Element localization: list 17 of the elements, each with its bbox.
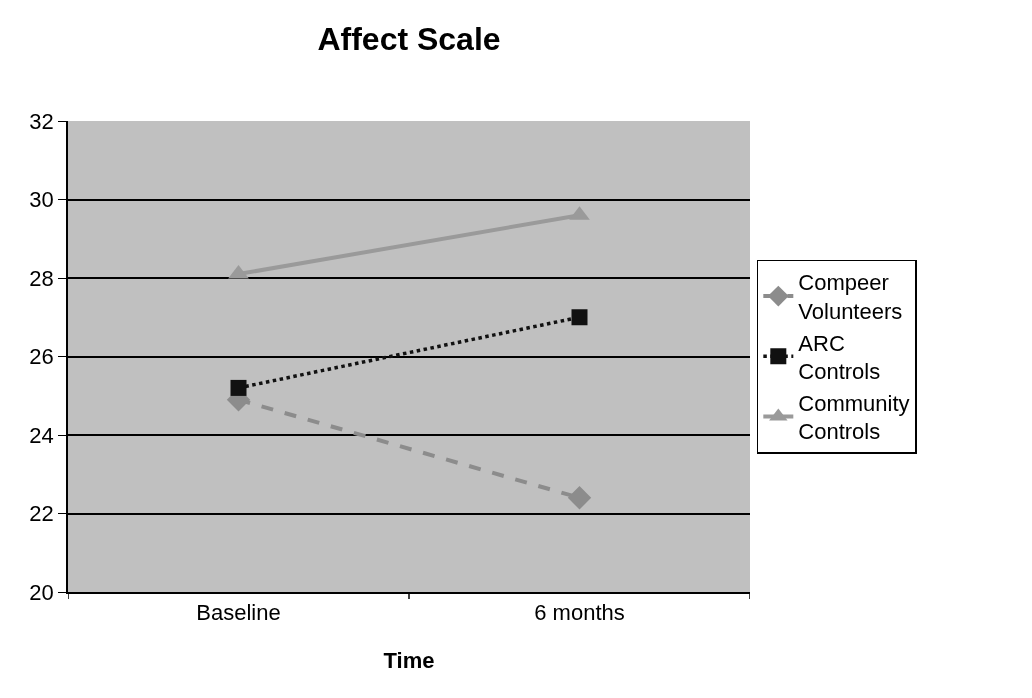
y-tick-label: 24 <box>29 422 54 448</box>
y-tick-label: 28 <box>29 265 54 291</box>
x-axis-title: Time <box>383 647 435 673</box>
legend-label: ARC Controls <box>798 330 881 385</box>
x-tick-label: 6 months <box>534 600 625 626</box>
x-tick-label: Baseline <box>196 600 281 626</box>
y-tick-label: 30 <box>29 187 54 213</box>
y-tick-label: 32 <box>29 108 54 134</box>
point <box>567 486 592 510</box>
chart-title: Affect Scale <box>317 21 501 58</box>
legend-label: Community Controls <box>798 390 910 445</box>
y-tick-label: 22 <box>29 501 54 527</box>
point <box>230 379 247 396</box>
point <box>571 309 588 326</box>
legend-label: Compeer Volunteers <box>798 270 903 324</box>
y-tick-label: 20 <box>29 579 54 605</box>
y-tick-label: 26 <box>29 344 54 370</box>
